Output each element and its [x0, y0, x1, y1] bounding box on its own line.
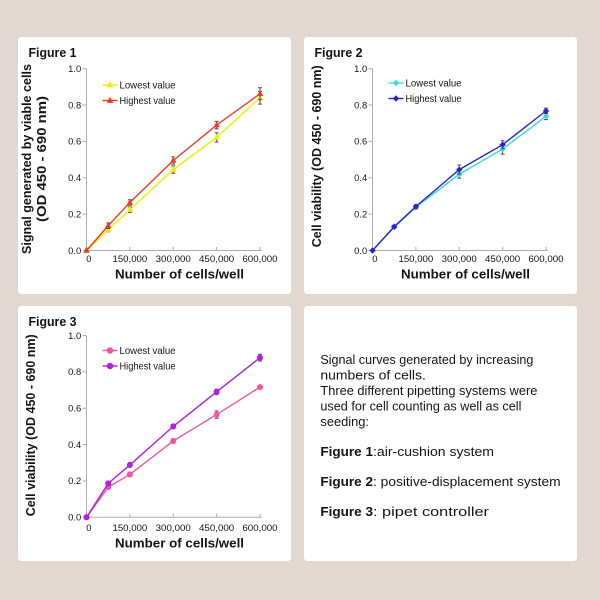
svg-text:Number of cells/well: Number of cells/well [115, 266, 244, 281]
svg-text:seeding:: seeding: [320, 414, 369, 429]
svg-text:0.8: 0.8 [354, 99, 367, 110]
svg-text:numbers of cells.: numbers of cells. [320, 367, 426, 382]
svg-text:600,000: 600,000 [528, 253, 563, 264]
svg-text:Number of cells/well: Number of cells/well [401, 266, 530, 281]
svg-text:0.0: 0.0 [68, 245, 81, 256]
svg-text:Figure 2: Figure 2 [315, 45, 363, 60]
svg-text:300,000: 300,000 [442, 253, 477, 264]
svg-text:Figure 2: Figure 2 [320, 474, 373, 489]
svg-text:Lowest value: Lowest value [120, 81, 176, 92]
svg-text:Figure 3: Figure 3 [29, 313, 77, 328]
svg-text:Cell viability (OD 450 - 690 n: Cell viability (OD 450 - 690 nm) [309, 65, 324, 247]
svg-text:0.0: 0.0 [354, 245, 367, 256]
svg-text:Figure 1: Figure 1 [29, 45, 77, 60]
svg-text:0: 0 [372, 253, 377, 264]
svg-text:0.4: 0.4 [68, 438, 81, 449]
svg-text:1.0: 1.0 [68, 329, 81, 340]
svg-text:0.6: 0.6 [354, 136, 367, 147]
svg-text:1.0: 1.0 [354, 63, 367, 74]
svg-text:Three different pipetting syst: Three different pipetting systems were [320, 383, 537, 398]
svg-text:150,000: 150,000 [112, 521, 147, 532]
svg-text:450,000: 450,000 [199, 253, 234, 264]
svg-text:1.0: 1.0 [68, 63, 81, 74]
svg-text:150,000: 150,000 [398, 253, 433, 264]
svg-text:Cell viability (OD 450 - 690 n: Cell viability (OD 450 - 690 nm) [23, 334, 38, 516]
svg-text:Number of cells/well: Number of cells/well [115, 535, 244, 550]
svg-text:Figure 3: Figure 3 [320, 504, 373, 519]
svg-text:0: 0 [86, 253, 91, 264]
svg-text:: pipet controller: : pipet controller [373, 504, 490, 519]
svg-text:450,000: 450,000 [485, 253, 520, 264]
svg-text:(OD 450 - 690 nm): (OD 450 - 690 nm) [34, 96, 49, 222]
svg-text:0.2: 0.2 [68, 475, 81, 486]
svg-text:Signal curves generated by inc: Signal curves generated by increasing [320, 352, 533, 367]
svg-text:0.2: 0.2 [354, 208, 367, 219]
svg-text:Highest value: Highest value [120, 361, 176, 372]
svg-text:0.2: 0.2 [68, 208, 81, 219]
svg-text:Signal generated by viable cel: Signal generated by viable cells [19, 64, 34, 254]
svg-text:150,000: 150,000 [112, 253, 147, 264]
svg-text:0.8: 0.8 [68, 366, 81, 377]
svg-text:Figure 1: Figure 1 [320, 444, 373, 459]
svg-text:0.6: 0.6 [68, 136, 81, 147]
svg-text:0.8: 0.8 [68, 99, 81, 110]
svg-text:0.6: 0.6 [68, 402, 81, 413]
svg-text:300,000: 300,000 [156, 521, 191, 532]
svg-text:Lowest value: Lowest value [120, 346, 176, 357]
svg-text:Lowest value: Lowest value [406, 79, 462, 90]
svg-text:0.0: 0.0 [68, 511, 81, 522]
svg-text:300,000: 300,000 [156, 253, 191, 264]
svg-text::air-cushion system: :air-cushion system [373, 444, 494, 459]
svg-text:Highest value: Highest value [120, 96, 176, 107]
svg-text:Highest value: Highest value [406, 94, 462, 105]
svg-text:used for cell counting as well: used for cell counting as well as cell [320, 398, 521, 413]
svg-text:: positive-displacement system: : positive-displacement system [373, 474, 561, 489]
svg-text:450,000: 450,000 [199, 521, 234, 532]
svg-text:600,000: 600,000 [242, 253, 277, 264]
svg-text:0.4: 0.4 [68, 172, 81, 183]
svg-text:0.4: 0.4 [354, 172, 367, 183]
svg-text:0: 0 [86, 521, 91, 532]
svg-text:600,000: 600,000 [242, 521, 277, 532]
